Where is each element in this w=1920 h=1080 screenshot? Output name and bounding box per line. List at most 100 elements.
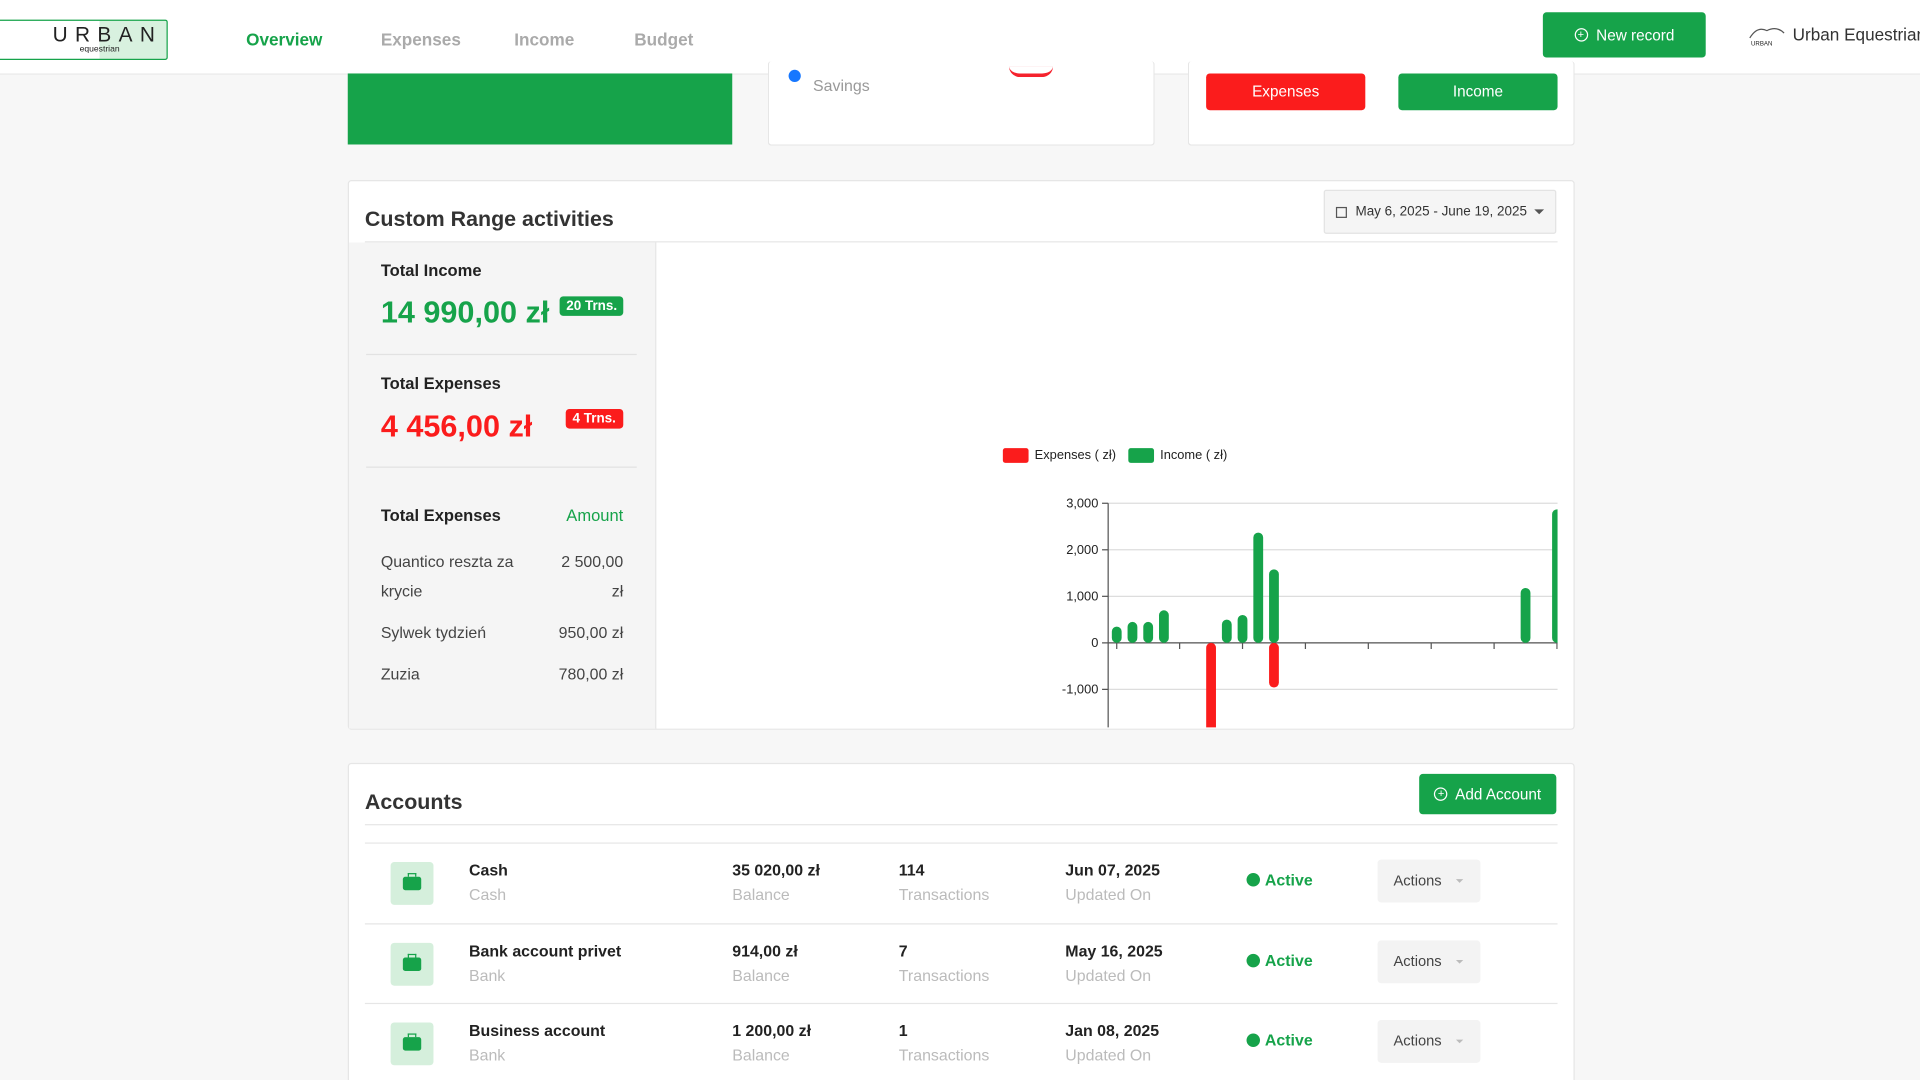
savings-card: Savings xyxy=(767,61,1155,146)
logo[interactable]: URBAN equestrian xyxy=(0,19,168,61)
updated-label: Updated On xyxy=(1065,1045,1152,1065)
balance-label: Balance xyxy=(732,885,790,904)
actions-button[interactable]: Actions xyxy=(1377,1020,1481,1063)
status: Active xyxy=(1264,950,1313,970)
balance: 35 020,00 zł xyxy=(732,860,820,880)
caret xyxy=(1455,1039,1464,1047)
account-icon xyxy=(390,862,434,905)
expense-name: Sylwek tydzień xyxy=(380,623,487,642)
updated: May 16, 2025 xyxy=(1065,941,1163,960)
bar xyxy=(1221,619,1232,643)
logo-text: URBAN xyxy=(52,23,163,47)
total-expenses: 4 456,00 zł xyxy=(380,409,533,444)
accounts-card: Accounts + Add Account Cash Cash 35 020,00 … xyxy=(347,762,1575,1080)
button-label: New record xyxy=(1596,26,1675,44)
activities-card: Custom Range activities May 6, 2025 - Ju… xyxy=(347,180,1575,730)
divider xyxy=(366,466,637,468)
user-name[interactable]: Urban Equestrian xyxy=(1792,24,1920,45)
bar xyxy=(1159,610,1169,643)
bar xyxy=(1269,642,1279,688)
bar xyxy=(1269,569,1279,643)
transactions: 1 xyxy=(898,1021,908,1040)
row-divider xyxy=(364,922,1558,924)
pie-fragment xyxy=(1008,66,1054,78)
y-tick-label: -1,000 xyxy=(1062,682,1098,697)
account-name-label: Bank xyxy=(468,1045,506,1065)
new-record-button[interactable]: + New record xyxy=(1542,12,1706,58)
user-logo: URBAN xyxy=(1749,28,1785,47)
y-tick-label: 0 xyxy=(1091,635,1098,650)
expenses-button[interactable]: Expenses xyxy=(1206,73,1366,111)
caret xyxy=(1534,209,1545,219)
divider xyxy=(366,353,637,356)
badge: 20 Trns. xyxy=(560,296,624,316)
legend-swatch xyxy=(1002,448,1029,463)
updated-label: Updated On xyxy=(1065,885,1152,904)
balance: 914,00 zł xyxy=(732,941,798,960)
account-name: Business account xyxy=(468,1021,606,1040)
actions-button[interactable]: Actions xyxy=(1377,859,1481,903)
bar xyxy=(1253,532,1264,643)
button-label: Actions xyxy=(1393,871,1442,889)
legend-label: Expenses ( zł) xyxy=(1035,447,1116,462)
bar xyxy=(1143,621,1154,643)
nav-item[interactable]: Budget xyxy=(634,29,694,49)
account-name: Cash xyxy=(468,860,508,880)
logo-sub: equestrian xyxy=(79,45,120,54)
expense-name: Zuzia xyxy=(380,664,420,684)
button-label: Add Account xyxy=(1455,785,1542,803)
summary-card xyxy=(347,73,733,145)
caret xyxy=(1455,879,1464,886)
status: Active xyxy=(1264,870,1313,889)
transactions-label: Transactions xyxy=(898,965,990,984)
row-divider xyxy=(364,1002,1558,1005)
nav-item[interactable]: Income xyxy=(514,29,575,49)
updated: Jan 08, 2025 xyxy=(1065,1021,1160,1040)
expense-name: Quantico reszta za krycie xyxy=(380,552,514,601)
balance: 1 200,00 zł xyxy=(732,1021,812,1040)
total-label: Total Expenses xyxy=(380,374,501,393)
nav-item[interactable]: Expenses xyxy=(380,29,461,49)
income-button[interactable]: Income xyxy=(1398,73,1558,111)
updated: Jun 07, 2025 xyxy=(1065,860,1160,880)
expense-amount: 2 500,00 zł xyxy=(561,552,624,601)
y-tick-label: 1,000 xyxy=(1066,589,1098,604)
transactions: 114 xyxy=(898,860,925,880)
bar xyxy=(1127,621,1138,643)
button-label: Actions xyxy=(1393,952,1442,970)
balance-label: Balance xyxy=(732,1045,790,1065)
y-tick-label: 3,000 xyxy=(1066,496,1098,511)
account-icon xyxy=(390,942,434,986)
caret xyxy=(1455,959,1464,966)
account-name-label: Cash xyxy=(468,885,507,904)
transactions-label: Transactions xyxy=(898,885,990,904)
bar xyxy=(1111,626,1122,643)
button-label: Actions xyxy=(1393,1032,1442,1050)
svg-text:URBAN: URBAN xyxy=(1751,40,1772,47)
badge: 4 Trns. xyxy=(565,408,624,429)
table-header: Total Expenses xyxy=(380,506,501,525)
row-divider xyxy=(364,842,1558,844)
legend-swatch xyxy=(1128,448,1155,463)
date-picker[interactable]: May 6, 2025 - June 19, 2025 xyxy=(1323,189,1557,234)
totals-panel: Total Income 14 990,00 zł 20 Trns. Total… xyxy=(348,242,657,729)
table-header: Amount xyxy=(566,506,624,525)
actions-button[interactable]: Actions xyxy=(1377,939,1481,983)
nav-item[interactable]: Overview xyxy=(246,29,323,49)
total-label: Total Income xyxy=(380,261,482,280)
y-tick-label: 2,000 xyxy=(1066,542,1098,557)
legend-label: Income ( zł) xyxy=(1160,447,1227,462)
account-name-label: Bank xyxy=(468,965,506,984)
status-dot xyxy=(1246,873,1261,887)
card-title: Custom Range activities xyxy=(364,206,614,231)
account-icon xyxy=(390,1022,434,1066)
status: Active xyxy=(1264,1031,1313,1050)
bar xyxy=(1552,509,1558,643)
add-account-button[interactable]: + Add Account xyxy=(1419,773,1557,815)
updated-label: Updated On xyxy=(1065,965,1152,984)
divider xyxy=(364,241,1558,243)
legend-dot xyxy=(788,69,801,83)
account-name: Bank account privet xyxy=(468,941,622,960)
